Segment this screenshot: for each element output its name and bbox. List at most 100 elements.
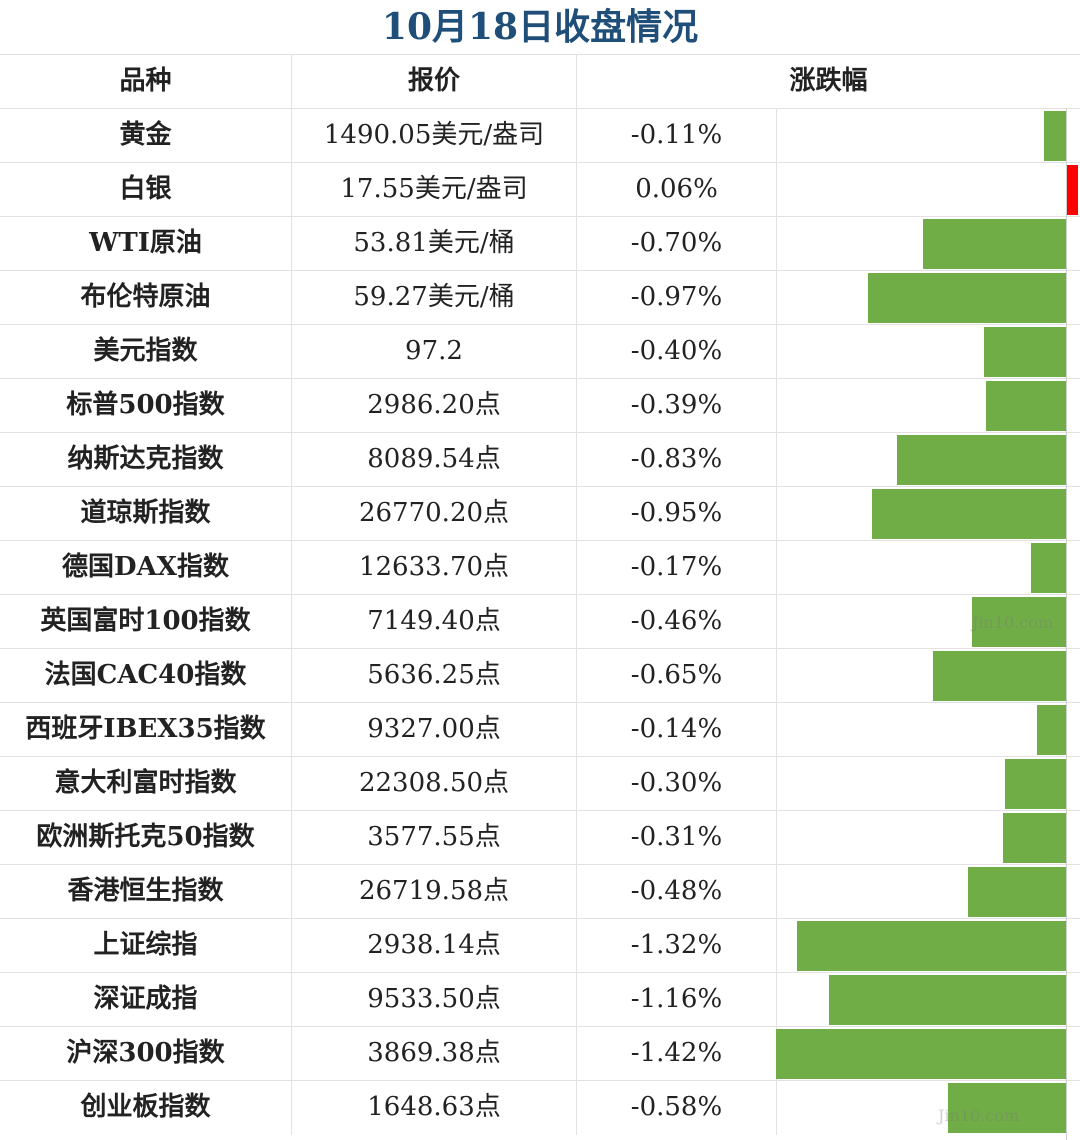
row-change: -0.11% [577, 109, 777, 163]
table-header-row: 品种 报价 涨跌幅 [0, 54, 1080, 109]
change-bar [933, 651, 1066, 701]
row-change: -0.65% [577, 649, 777, 703]
row-price: 8089.54点 [292, 433, 577, 487]
row-change: -1.16% [577, 973, 777, 1027]
table-row: 意大利富时指数 22308.50点 -0.30% [0, 756, 1080, 811]
row-change: -0.97% [577, 271, 777, 325]
table-row: 布伦特原油 59.27美元/桶 -0.97% [0, 270, 1080, 325]
row-price: 2938.14点 [292, 919, 577, 973]
table-row: 上证综指 2938.14点 -1.32% [0, 918, 1080, 973]
change-bar [947, 1083, 1066, 1133]
change-bar [986, 381, 1066, 431]
change-bar [872, 489, 1066, 539]
change-bar [868, 273, 1066, 323]
row-name: 美元指数 [0, 325, 292, 379]
row-change: -0.17% [577, 541, 777, 595]
row-price: 26719.58点 [292, 865, 577, 919]
row-change: -0.39% [577, 379, 777, 433]
change-bar [1002, 813, 1066, 863]
table-row: 白银 17.55美元/盎司 0.06% [0, 162, 1080, 217]
row-name: 西班牙IBEX35指数 [0, 703, 292, 757]
header-change: 涨跌幅 [789, 66, 868, 96]
table-row: 英国富时100指数 7149.40点 -0.46% [0, 594, 1080, 649]
row-change: -0.83% [577, 433, 777, 487]
change-bar [1066, 165, 1079, 215]
change-bar [829, 975, 1066, 1025]
table-row: 创业板指数 1648.63点 -0.58% [0, 1080, 1080, 1135]
row-change: -0.14% [577, 703, 777, 757]
header-name: 品种 [0, 55, 292, 109]
table-row: 香港恒生指数 26719.58点 -0.48% [0, 864, 1080, 919]
row-price: 7149.40点 [292, 595, 577, 649]
change-bar [968, 867, 1066, 917]
row-change: -1.32% [577, 919, 777, 973]
change-bar [1031, 543, 1066, 593]
row-price: 26770.20点 [292, 487, 577, 541]
row-name: 欧洲斯托克50指数 [0, 811, 292, 865]
table-row: 黄金 1490.05美元/盎司 -0.11% [0, 108, 1080, 163]
row-change: 0.06% [577, 163, 777, 217]
table-row: 道琼斯指数 26770.20点 -0.95% [0, 486, 1080, 541]
row-change: -0.31% [577, 811, 777, 865]
row-change: -0.46% [577, 595, 777, 649]
row-price: 97.2 [292, 325, 577, 379]
row-name: 纳斯达克指数 [0, 433, 292, 487]
row-change: -0.30% [577, 757, 777, 811]
change-bar [1004, 759, 1066, 809]
change-bar [796, 921, 1066, 971]
row-name: 布伦特原油 [0, 271, 292, 325]
change-bar [776, 1029, 1066, 1079]
row-change: -0.40% [577, 325, 777, 379]
row-change: -0.95% [577, 487, 777, 541]
row-name: 意大利富时指数 [0, 757, 292, 811]
table-row: 标普500指数 2986.20点 -0.39% [0, 378, 1080, 433]
table-row: 沪深300指数 3869.38点 -1.42% [0, 1026, 1080, 1081]
page-title: 10月18日收盘情况 [381, 6, 699, 48]
row-price: 12633.70点 [292, 541, 577, 595]
bar-axis-line [1066, 108, 1067, 1140]
row-name: 德国DAX指数 [0, 541, 292, 595]
row-price: 2986.20点 [292, 379, 577, 433]
table-row: WTI原油 53.81美元/桶 -0.70% [0, 216, 1080, 271]
row-change: -0.48% [577, 865, 777, 919]
market-close-table: 品种 报价 涨跌幅 黄金 1490.05美元/盎司 -0.11% 白银 17.55美元/… [0, 54, 1080, 1140]
table-row: 西班牙IBEX35指数 9327.00点 -0.14% [0, 702, 1080, 757]
row-name: 法国CAC40指数 [0, 649, 292, 703]
header-price: 报价 [292, 55, 577, 109]
table-row: 深证成指 9533.50点 -1.16% [0, 972, 1080, 1027]
row-name: 道琼斯指数 [0, 487, 292, 541]
change-bar [984, 327, 1066, 377]
change-bar [896, 435, 1066, 485]
row-name: 英国富时100指数 [0, 595, 292, 649]
row-name: 沪深300指数 [0, 1027, 292, 1081]
row-price: 5636.25点 [292, 649, 577, 703]
table-row: 美元指数 97.2 -0.40% [0, 324, 1080, 379]
row-price: 9327.00点 [292, 703, 577, 757]
row-name: 标普500指数 [0, 379, 292, 433]
row-price: 17.55美元/盎司 [292, 163, 577, 217]
row-price: 22308.50点 [292, 757, 577, 811]
row-change: -0.70% [577, 217, 777, 271]
change-bar [1043, 111, 1066, 161]
row-name: 香港恒生指数 [0, 865, 292, 919]
row-price: 1648.63点 [292, 1081, 577, 1135]
row-name: 深证成指 [0, 973, 292, 1027]
row-price: 3869.38点 [292, 1027, 577, 1081]
row-name: 白银 [0, 163, 292, 217]
row-name: 黄金 [0, 109, 292, 163]
row-name: 创业板指数 [0, 1081, 292, 1135]
row-price: 59.27美元/桶 [292, 271, 577, 325]
row-name: WTI原油 [0, 217, 292, 271]
change-bar [1037, 705, 1066, 755]
row-price: 53.81美元/桶 [292, 217, 577, 271]
table-row: 纳斯达克指数 8089.54点 -0.83% [0, 432, 1080, 487]
row-price: 3577.55点 [292, 811, 577, 865]
table-row: 法国CAC40指数 5636.25点 -0.65% [0, 648, 1080, 703]
row-change: -1.42% [577, 1027, 777, 1081]
row-price: 9533.50点 [292, 973, 577, 1027]
row-price: 1490.05美元/盎司 [292, 109, 577, 163]
table-row: 欧洲斯托克50指数 3577.55点 -0.31% [0, 810, 1080, 865]
watermark-text: Jin10.com [972, 613, 1054, 632]
watermark-text-bottom: Jin10.com [938, 1106, 1020, 1125]
row-change: -0.58% [577, 1081, 777, 1135]
